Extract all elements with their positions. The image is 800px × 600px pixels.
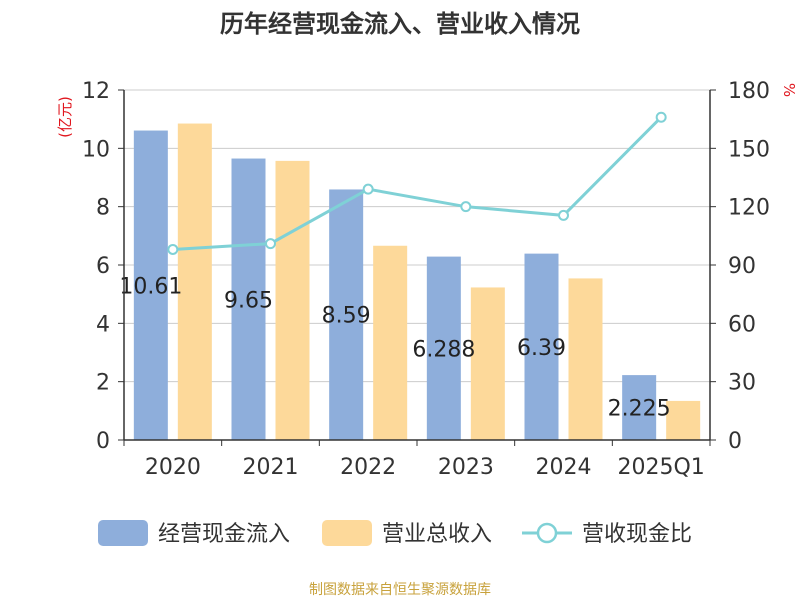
line-point bbox=[265, 238, 276, 250]
x-tick-label: 2023 bbox=[438, 455, 494, 480]
legend: 经营现金流入 营业总收入 营收现金比 bbox=[98, 520, 692, 547]
y-left-tick-label: 4 bbox=[96, 312, 110, 337]
data-label: 9.65 bbox=[224, 288, 273, 313]
data-label: 10.61 bbox=[119, 274, 182, 299]
x-tick-label: 2025Q1 bbox=[618, 455, 705, 480]
grid-lines bbox=[124, 89, 710, 383]
y-right-tick-label: 120 bbox=[728, 196, 770, 221]
line-series bbox=[167, 111, 667, 255]
y-right-tick-label: 180 bbox=[728, 79, 770, 104]
x-tick-label: 2022 bbox=[340, 455, 396, 480]
bar bbox=[470, 287, 505, 440]
y-right-tick-label: 0 bbox=[728, 429, 742, 454]
bar bbox=[426, 256, 461, 440]
y-right-tick-label: 60 bbox=[728, 312, 756, 337]
data-labels: 10.61 9.65 8.59 6.288 6.39 2.225 bbox=[119, 274, 670, 421]
bar bbox=[329, 189, 364, 440]
line-point bbox=[558, 209, 569, 221]
bar bbox=[568, 278, 603, 440]
legend-label: 经营现金流入 bbox=[158, 522, 290, 547]
line-point bbox=[460, 201, 472, 213]
bar bbox=[275, 160, 310, 440]
y-right-tick-label: 150 bbox=[728, 137, 770, 162]
y-left-unit-label: (亿元) bbox=[56, 96, 74, 138]
x-tick-label: 2020 bbox=[145, 455, 201, 480]
y-right-tick-label: 30 bbox=[728, 371, 756, 396]
bar bbox=[666, 400, 701, 440]
legend-label: 营业总收入 bbox=[382, 522, 492, 547]
legend-label: 营收现金比 bbox=[582, 522, 692, 547]
source-note: 制图数据来自恒生聚源数据库 bbox=[309, 582, 491, 598]
x-tick-label: 2024 bbox=[536, 455, 592, 480]
x-tick-label: 2021 bbox=[243, 455, 299, 480]
y-right-unit-label: % bbox=[780, 83, 798, 97]
bar bbox=[231, 158, 266, 440]
y-right-tick-label: 90 bbox=[728, 254, 756, 279]
bar bbox=[177, 123, 212, 441]
y-left-tick-label: 10 bbox=[82, 137, 110, 162]
bar bbox=[622, 375, 657, 440]
y-left-tick-label: 8 bbox=[96, 196, 110, 221]
ratio-line bbox=[172, 116, 663, 251]
data-label: 8.59 bbox=[322, 304, 371, 329]
data-label: 6.288 bbox=[412, 337, 475, 362]
bar bbox=[373, 245, 408, 440]
y-left-tick-label: 12 bbox=[82, 79, 110, 104]
bar-series bbox=[133, 123, 701, 441]
bar bbox=[133, 130, 168, 440]
legend-marker bbox=[536, 522, 558, 544]
bar bbox=[524, 253, 559, 440]
y-left-tick-label: 6 bbox=[96, 254, 110, 279]
y-left-tick-label: 0 bbox=[96, 429, 110, 454]
data-label: 6.39 bbox=[517, 336, 566, 361]
line-point bbox=[655, 111, 667, 123]
legend-swatch bbox=[322, 520, 372, 546]
data-label: 2.225 bbox=[608, 397, 671, 422]
line-point bbox=[362, 183, 374, 195]
y-left-tick-label: 2 bbox=[96, 371, 110, 396]
chart-title: 历年经营现金流入、营业收入情况 bbox=[220, 10, 580, 38]
line-point bbox=[167, 243, 179, 255]
legend-swatch bbox=[98, 520, 148, 546]
